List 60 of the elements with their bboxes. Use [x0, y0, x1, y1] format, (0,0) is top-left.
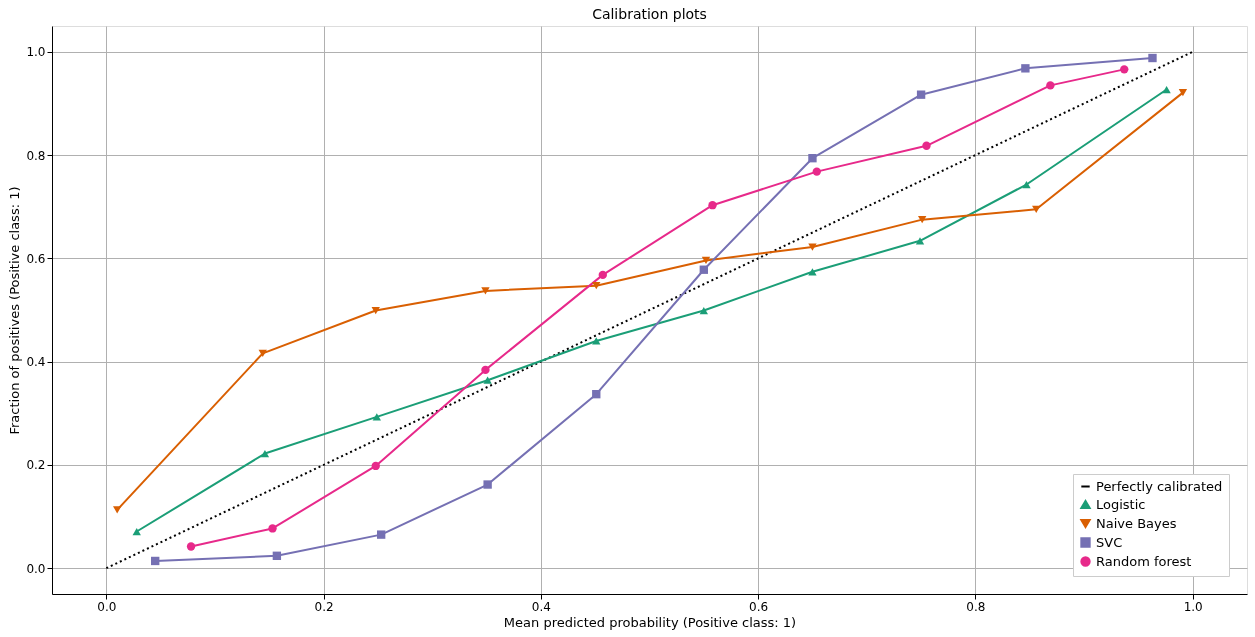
point [481, 287, 490, 295]
x-axis-title: Mean predicted probability (Positive class: 1) [503, 614, 797, 630]
point [1162, 85, 1171, 94]
point [371, 461, 380, 471]
point [598, 270, 607, 280]
point [372, 413, 382, 421]
point [483, 480, 492, 489]
point [592, 389, 601, 399]
x-tick-label: 0.6 [749, 599, 769, 614]
point [1120, 65, 1129, 74]
point [186, 542, 196, 551]
point [1178, 88, 1188, 97]
point [915, 237, 925, 245]
point [258, 349, 267, 357]
chart-title: Calibration plots [592, 6, 707, 22]
point [592, 337, 601, 345]
y-tick-label: 0.4 [26, 355, 46, 370]
point [808, 268, 817, 276]
x-tick-label: 0.8 [966, 599, 986, 614]
point [1046, 81, 1055, 90]
y-tick-label: 0.2 [26, 458, 46, 473]
point [1022, 180, 1031, 189]
point [592, 282, 601, 290]
legend-label: Logistic [1096, 496, 1146, 512]
x-tick-label: 0.0 [97, 599, 117, 614]
point [699, 265, 708, 274]
point [922, 141, 931, 150]
y-tick-label: 0.6 [26, 251, 46, 266]
point [272, 551, 282, 560]
y-axis-title: Fraction of positives (Positive class: 1) [7, 186, 23, 435]
point [481, 365, 490, 375]
point [708, 201, 717, 210]
x-tick-label: 0.4 [531, 599, 551, 614]
legend-label: SVC [1096, 534, 1123, 550]
y-tick-label: 1.0 [26, 45, 46, 60]
y-tick-label: 0.8 [26, 148, 46, 163]
point [371, 306, 380, 315]
point [132, 527, 141, 536]
point [1021, 64, 1030, 73]
y-tick-label: 0.0 [26, 561, 46, 576]
legend-label: Perfectly calibrated [1096, 478, 1223, 494]
point [808, 243, 817, 251]
point [699, 306, 708, 315]
point [483, 376, 492, 384]
point [376, 530, 386, 539]
point [260, 449, 270, 458]
point [1032, 205, 1041, 213]
point [808, 154, 817, 163]
point [1148, 53, 1157, 63]
x-tick-label: 1.0 [1183, 599, 1203, 614]
point [701, 256, 711, 265]
point [151, 556, 160, 566]
x-tick-label: 0.2 [314, 599, 334, 614]
legend-label: Random forest [1096, 553, 1192, 569]
point [113, 506, 122, 514]
legend-label: Naive Bayes [1096, 515, 1177, 531]
point [812, 167, 821, 176]
point [268, 524, 277, 533]
point [917, 216, 927, 224]
point [916, 90, 926, 99]
